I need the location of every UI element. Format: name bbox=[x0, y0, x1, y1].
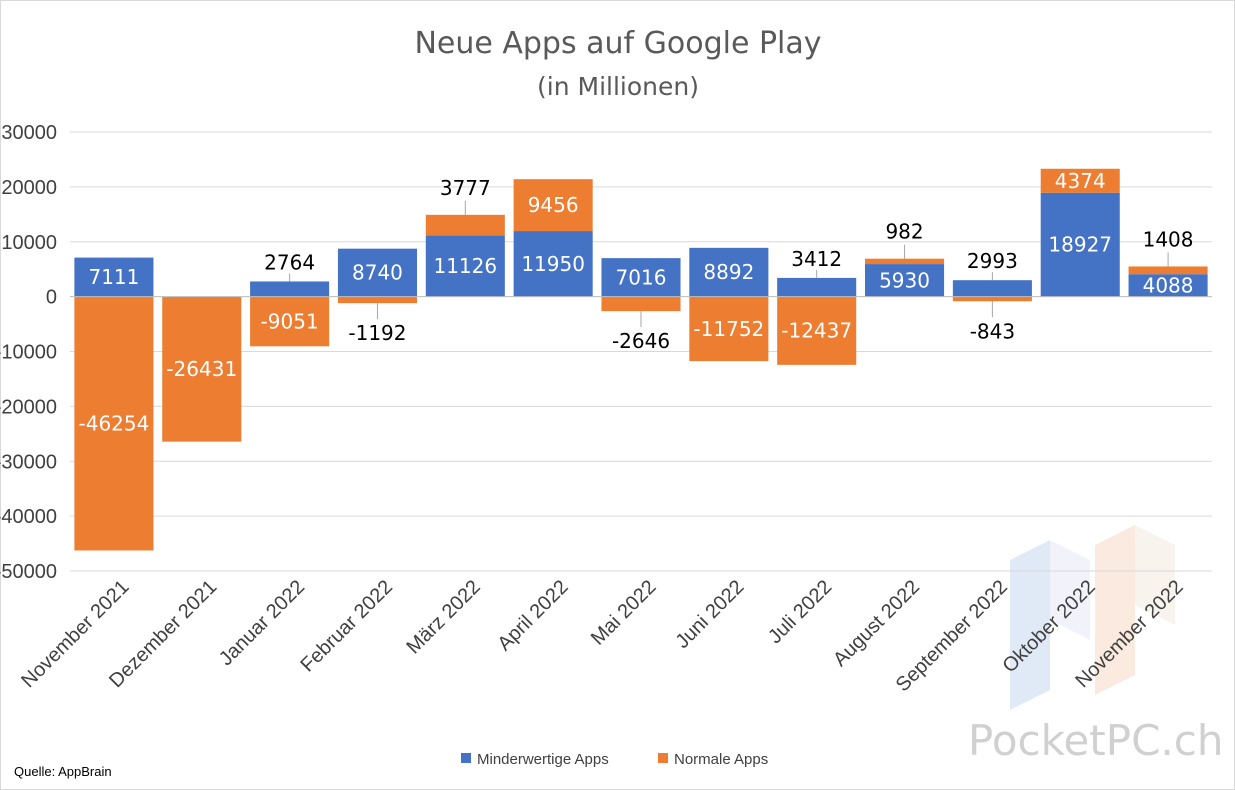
y-tick-label: 0 bbox=[46, 287, 57, 309]
bar-minderwertige bbox=[952, 280, 1032, 297]
data-label: 3777 bbox=[440, 176, 491, 200]
legend-label-minderwertige: Minderwertige Apps bbox=[477, 751, 609, 768]
data-label: 9456 bbox=[528, 193, 579, 217]
y-tick-label: 20000 bbox=[1, 177, 57, 199]
data-label: -9051 bbox=[261, 309, 319, 333]
source-note: Quelle: AppBrain bbox=[14, 764, 112, 779]
data-label: -12437 bbox=[781, 319, 852, 343]
legend-swatch-minderwertige bbox=[461, 753, 471, 763]
data-label: 4374 bbox=[1055, 169, 1106, 193]
data-label: 982 bbox=[885, 220, 923, 244]
y-tick-label: -40000 bbox=[0, 506, 57, 528]
bar-minderwertige bbox=[74, 257, 154, 297]
bars bbox=[74, 168, 1208, 551]
bar-normale bbox=[1040, 168, 1120, 193]
bar-minderwertige bbox=[777, 277, 857, 297]
legend: Minderwertige Apps Normale Apps bbox=[461, 751, 768, 768]
y-tick-label: -10000 bbox=[0, 342, 57, 364]
bar-minderwertige bbox=[865, 264, 945, 297]
pocketpc-logo-icon bbox=[1010, 525, 1175, 710]
legend-swatch-normale bbox=[658, 753, 668, 763]
bar-minderwertige bbox=[425, 235, 505, 297]
bar-normale bbox=[777, 296, 857, 365]
bar-minderwertige bbox=[1040, 192, 1120, 297]
data-label: 1408 bbox=[1143, 227, 1194, 251]
data-label: -2646 bbox=[612, 329, 670, 353]
bar-normale bbox=[250, 296, 330, 347]
bar-normale bbox=[74, 296, 154, 551]
chart-title: Neue Apps auf Google Play bbox=[414, 26, 821, 61]
data-label: 2993 bbox=[967, 249, 1018, 273]
bar-normale bbox=[601, 296, 681, 312]
bar-normale bbox=[513, 179, 593, 232]
data-label: 18927 bbox=[1048, 233, 1112, 257]
y-tick-label: -50000 bbox=[0, 561, 57, 583]
bar-minderwertige bbox=[250, 281, 330, 297]
bar-normale bbox=[337, 296, 417, 304]
bar-minderwertige bbox=[1128, 274, 1208, 297]
bar-normale bbox=[425, 214, 505, 236]
bar-minderwertige bbox=[601, 258, 681, 297]
watermark-text: PocketPC.ch bbox=[968, 716, 1223, 765]
data-label: -11752 bbox=[693, 317, 764, 341]
y-tick-label: -20000 bbox=[0, 396, 57, 418]
data-label: -26431 bbox=[166, 357, 237, 381]
bar-normale bbox=[952, 296, 1032, 302]
bar-normale bbox=[865, 258, 945, 265]
data-label: 4088 bbox=[1143, 273, 1194, 297]
y-tick-label: 30000 bbox=[1, 122, 57, 144]
data-label: -843 bbox=[970, 319, 1015, 343]
data-label: -1192 bbox=[348, 321, 406, 345]
bar-normale bbox=[1128, 266, 1208, 275]
data-label: 11126 bbox=[433, 254, 497, 278]
data-label: 8892 bbox=[703, 260, 754, 284]
data-label: 11950 bbox=[521, 252, 585, 276]
legend-label-normale: Normale Apps bbox=[674, 751, 768, 768]
data-label: 5930 bbox=[879, 268, 930, 292]
data-label: 3412 bbox=[791, 247, 842, 271]
bar-normale bbox=[162, 296, 242, 442]
data-label: 7016 bbox=[616, 265, 667, 289]
bar-normale bbox=[689, 296, 769, 362]
bar-minderwertige bbox=[513, 231, 593, 297]
chart-subtitle: (in Millionen) bbox=[537, 72, 699, 101]
bar-minderwertige bbox=[337, 248, 417, 297]
data-label: 2764 bbox=[264, 250, 315, 274]
data-label: -46254 bbox=[79, 412, 150, 436]
bar-minderwertige bbox=[689, 247, 769, 297]
y-tick-label: -30000 bbox=[0, 451, 57, 473]
data-label: 8740 bbox=[352, 261, 403, 285]
y-tick-label: 10000 bbox=[1, 232, 57, 254]
data-labels: 7111 -46254 -26431 2764 -9051 8740 -1192 11126 3… bbox=[79, 169, 1194, 436]
data-label: 7111 bbox=[88, 265, 139, 289]
y-axis: 30000 20000 10000 0 -10000 -20000 -30000 -40000… bbox=[0, 122, 57, 583]
watermark: PocketPC.ch bbox=[968, 525, 1223, 765]
